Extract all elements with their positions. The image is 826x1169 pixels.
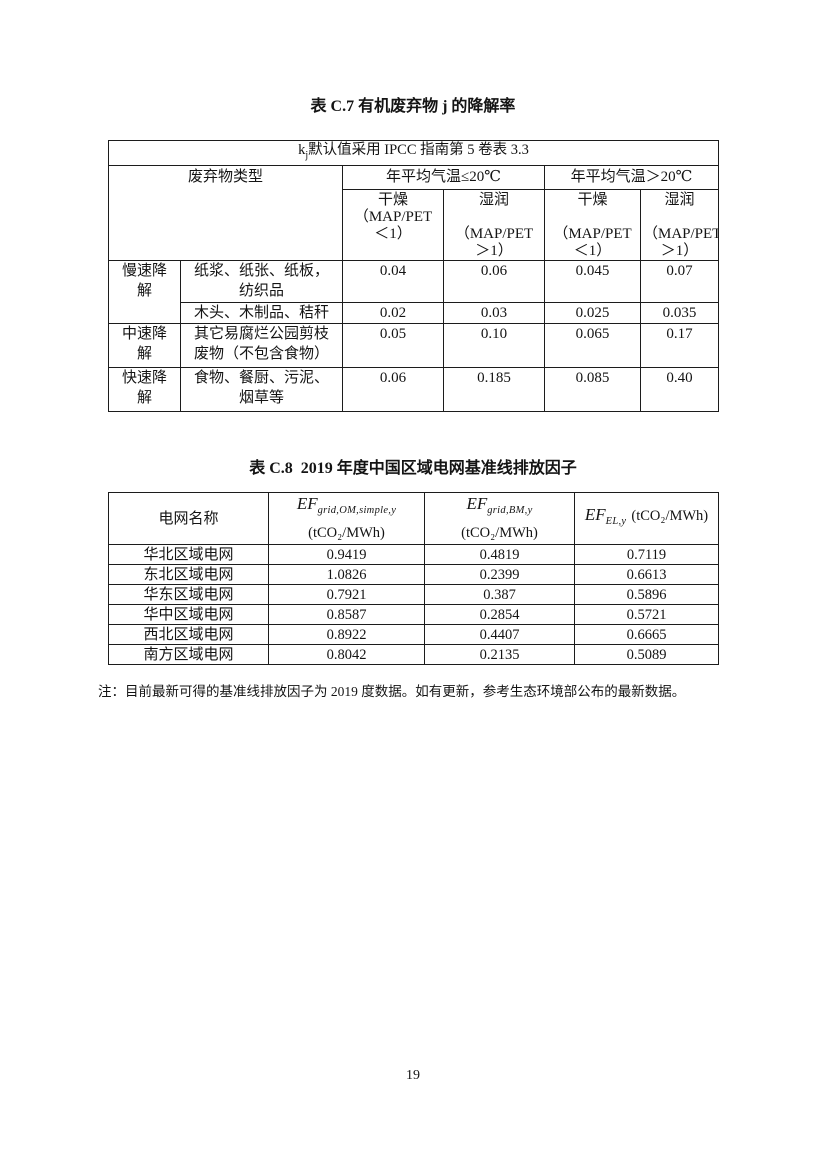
c7-desc: 食物、餐厨、污泥、 烟草等 (180, 366, 343, 412)
c7-value: 0.025 (544, 301, 641, 324)
c8-value-el: 0.5896 (574, 584, 719, 605)
table-c8-title: 表 C.8 2019 年度中国区域电网基准线排放因子 (249, 460, 577, 477)
c8-value-el: 0.6613 (574, 564, 719, 585)
c7-value: 0.07 (640, 259, 719, 303)
table-row: 南方区域电网 0.8042 0.2135 0.5089 (108, 644, 719, 665)
kj-rest: 默认值采用 IPCC 指南第 5 卷表 3.3 (308, 142, 529, 158)
c7-kj-default-note: kj默认值采用 IPCC 指南第 5 卷表 3.3 (108, 140, 719, 166)
c8-grid-name: 东北区域电网 (108, 564, 269, 585)
c8-header-ef-om: EFgrid,OM,simple,y (tCO₂/MWh) (268, 492, 425, 545)
c7-value: 0.085 (544, 366, 641, 412)
c8-value-el: 0.5721 (574, 604, 719, 625)
c7-value: 0.10 (443, 322, 545, 368)
c8-value-bm: 0.4407 (424, 624, 575, 645)
table-c8-grid-emission-factors: 电网名称 EFgrid,OM,simple,y (tCO₂/MWh) EFgri… (108, 492, 719, 665)
table-row: 华北区域电网 0.9419 0.4819 0.7119 (108, 544, 719, 565)
c7-value: 0.17 (640, 322, 719, 368)
ef-subscript: EL,y (605, 516, 627, 527)
table-c7-degradation-rates: kj默认值采用 IPCC 指南第 5 卷表 3.3 废弃物类型 年平均气温≤20… (108, 140, 719, 412)
c8-grid-name: 西北区域电网 (108, 624, 269, 645)
ef-symbol: EF (296, 494, 318, 513)
c8-value-bm: 0.2854 (424, 604, 575, 625)
ef-subscript: grid,BM,y (487, 505, 533, 516)
ef-symbol: EF (466, 494, 488, 513)
c7-category-fast: 快速降 解 (108, 366, 181, 412)
c7-category-slow: 慢速降 解 (108, 259, 181, 324)
c8-value-om: 0.8922 (268, 624, 425, 645)
c7-value: 0.06 (443, 259, 545, 303)
table-row: 东北区域电网 1.0826 0.2399 0.6613 (108, 564, 719, 585)
c7-subheader-dry-le20: 干燥 （MAP/PET ＜1） (342, 188, 444, 261)
c7-value: 0.02 (342, 301, 444, 324)
c8-header-grid-name: 电网名称 (108, 492, 269, 545)
c8-value-bm: 0.387 (424, 584, 575, 605)
c7-subheader-wet-gt20: 湿润 （MAP/PET ＞1） (640, 188, 719, 261)
table-row: 华东区域电网 0.7921 0.387 0.5896 (108, 584, 719, 605)
page-number: 19 (406, 1068, 420, 1083)
c8-value-om: 0.9419 (268, 544, 425, 565)
table-row: 西北区域电网 0.8922 0.4407 0.6665 (108, 624, 719, 645)
c8-grid-name: 华东区域电网 (108, 584, 269, 605)
c7-subheader-dry-gt20: 干燥 （MAP/PET ＜1） (544, 188, 641, 261)
c8-value-om: 0.8587 (268, 604, 425, 625)
footnote: 注：目前最新可得的基准线排放因子为 2019 度数据。如有更新，参考生态环境部公… (98, 684, 686, 699)
c8-value-om: 1.0826 (268, 564, 425, 585)
c7-value: 0.04 (342, 259, 444, 303)
c8-value-el: 0.6665 (574, 624, 719, 645)
c8-grid-name: 南方区域电网 (108, 644, 269, 665)
table-row: 快速降 解 食物、餐厨、污泥、 烟草等 0.06 0.185 0.085 0.4… (108, 366, 719, 412)
c7-subheader-wet-le20: 湿润 （MAP/PET ＞1） (443, 188, 545, 261)
table-c7-title: 表 C.7 有机废弃物 j 的降解率 (310, 98, 516, 115)
c7-desc: 木头、木制品、秸秆 (180, 301, 343, 324)
c8-value-om: 0.7921 (268, 584, 425, 605)
c7-value: 0.40 (640, 366, 719, 412)
ef-unit: (tCO₂/MWh) (631, 508, 709, 524)
c7-value: 0.065 (544, 322, 641, 368)
c8-value-bm: 0.4819 (424, 544, 575, 565)
c7-value: 0.185 (443, 366, 545, 412)
table-row: 华中区域电网 0.8587 0.2854 0.5721 (108, 604, 719, 625)
c7-header-waste-type: 废弃物类型 (108, 164, 343, 261)
c8-header-ef-bm: EFgrid,BM,y (tCO₂/MWh) (424, 492, 575, 545)
c8-value-bm: 0.2399 (424, 564, 575, 585)
table-row: 木头、木制品、秸秆 0.02 0.03 0.025 0.035 (109, 301, 719, 324)
c8-value-el: 0.7119 (574, 544, 719, 565)
c8-grid-name: 华北区域电网 (108, 544, 269, 565)
ef-symbol: EF (584, 505, 606, 524)
c8-header-ef-el: EFEL,y (tCO₂/MWh) (574, 492, 719, 545)
table-row: 中速降 解 其它易腐烂公园剪枝 废物（不包含食物） 0.05 0.10 0.06… (108, 322, 719, 368)
c7-category-medium: 中速降 解 (108, 322, 181, 368)
table-row: 慢速降 解 纸浆、纸张、纸板， 纺织品 0.04 0.06 0.045 0.07 (108, 259, 719, 324)
c8-value-el: 0.5089 (574, 644, 719, 665)
ef-unit: (tCO₂/MWh) (308, 525, 385, 541)
c7-header-temp-gt20: 年平均气温＞20℃ (544, 164, 719, 190)
c7-value: 0.06 (342, 366, 444, 412)
c7-desc: 纸浆、纸张、纸板， 纺织品 (180, 259, 343, 303)
c8-value-om: 0.8042 (268, 644, 425, 665)
table-row: kj默认值采用 IPCC 指南第 5 卷表 3.3 (108, 140, 719, 166)
c7-header-temp-le20: 年平均气温≤20℃ (342, 164, 545, 190)
kj-subscript: j (305, 149, 309, 161)
kj-base: k (298, 142, 306, 158)
c8-grid-name: 华中区域电网 (108, 604, 269, 625)
table-row: 废弃物类型 年平均气温≤20℃ 年平均气温＞20℃ (108, 164, 719, 261)
c7-value: 0.045 (544, 259, 641, 303)
table-row: 干燥 （MAP/PET ＜1） 湿润 （MAP/PET ＞1） 干燥 （MAP/… (109, 188, 719, 261)
c7-value: 0.05 (342, 322, 444, 368)
c7-desc: 其它易腐烂公园剪枝 废物（不包含食物） (180, 322, 343, 368)
ef-unit: (tCO₂/MWh) (461, 525, 538, 541)
c7-value: 0.03 (443, 301, 545, 324)
table-row: 电网名称 EFgrid,OM,simple,y (tCO₂/MWh) EFgri… (108, 492, 719, 545)
ef-subscript: grid,OM,simple,y (317, 505, 397, 516)
c7-value: 0.035 (640, 301, 719, 324)
c8-value-bm: 0.2135 (424, 644, 575, 665)
